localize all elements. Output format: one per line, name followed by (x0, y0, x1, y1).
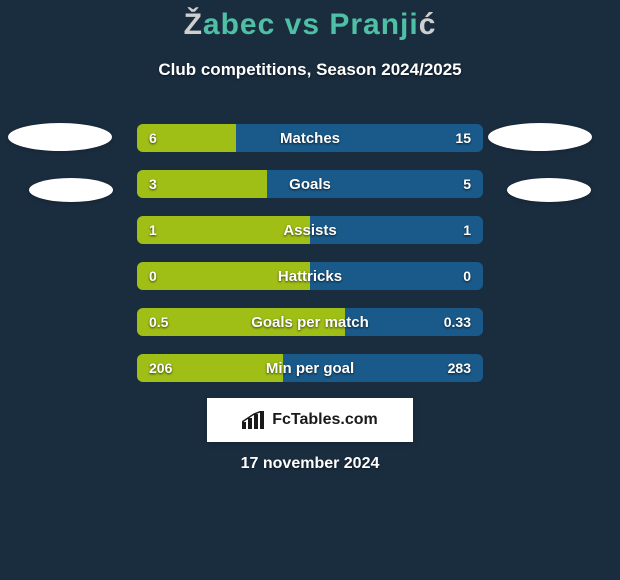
stat-rows: Matches615 Goals35 Assists11 Hattricks00 Goa… (137, 124, 483, 400)
player-photo-right-mid (507, 178, 591, 202)
title-left-main: abec (203, 8, 275, 41)
page-subtitle: Club competitions, Season 2024/2025 (0, 60, 620, 80)
page-title: Žabec vs Pranjić (0, 8, 620, 42)
player-photo-left-top (8, 123, 112, 151)
title-left-punct: Ž (184, 8, 203, 41)
stat-row: Goals per match0.50.33 (137, 308, 483, 336)
bar-left (137, 308, 345, 336)
comparison-infographic: Žabec vs Pranjić Club competitions, Seas… (0, 0, 620, 580)
stat-row: Matches615 (137, 124, 483, 152)
stat-row: Min per goal206283 (137, 354, 483, 382)
bar-left (137, 124, 236, 152)
branding-text: FcTables.com (272, 411, 378, 429)
stat-row: Hattricks00 (137, 262, 483, 290)
bar-left (137, 216, 310, 244)
title-right-punct: ć (419, 8, 437, 41)
bar-chart-icon (242, 411, 266, 429)
date-label: 17 november 2024 (0, 455, 620, 473)
player-photo-left-mid (29, 178, 113, 202)
title-vs: vs (275, 8, 329, 41)
player-photo-right-top (488, 123, 592, 151)
title-right-main: Pranji (329, 8, 418, 41)
bar-left (137, 262, 310, 290)
branding-badge: FcTables.com (207, 398, 413, 442)
stat-row: Goals35 (137, 170, 483, 198)
bar-left (137, 170, 267, 198)
bar-left (137, 354, 283, 382)
stat-row: Assists11 (137, 216, 483, 244)
